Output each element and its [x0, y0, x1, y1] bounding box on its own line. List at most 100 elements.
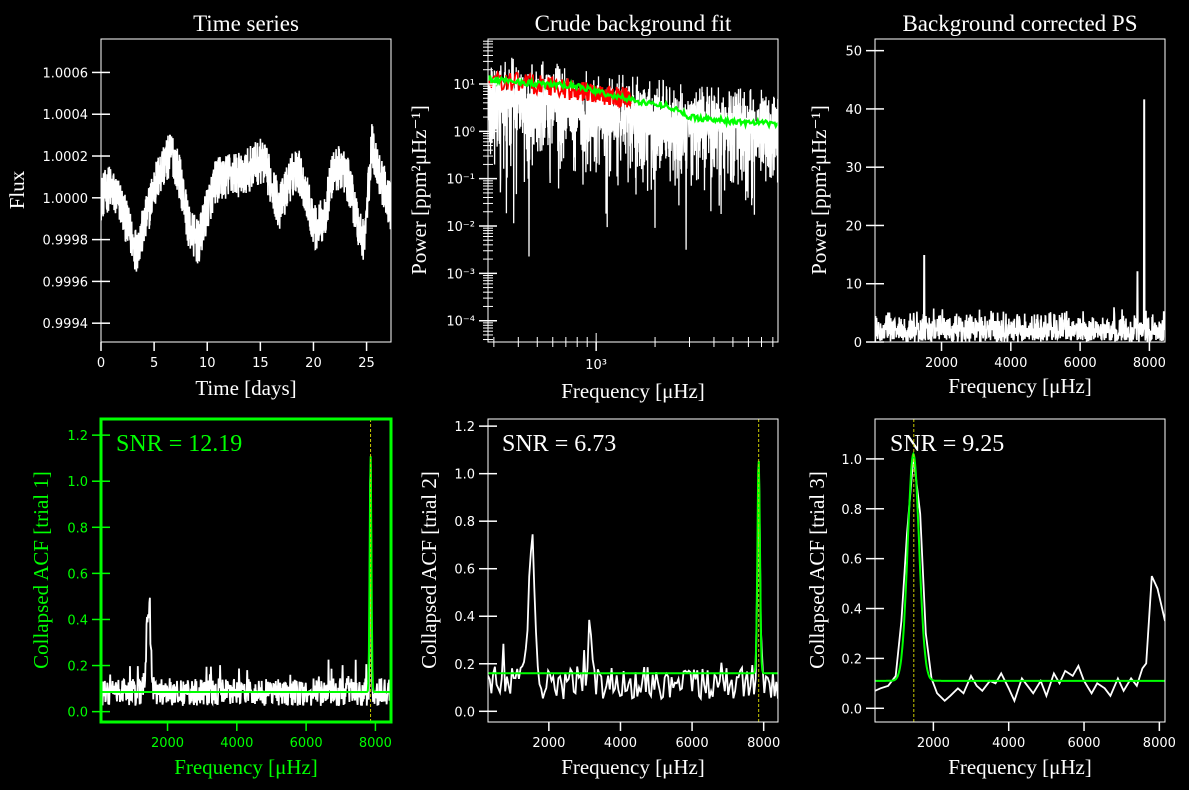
x-tick-label: 6000: [290, 736, 323, 751]
y-tick-label: 50: [845, 45, 862, 60]
y-tick-label: 0.8: [841, 503, 862, 518]
x-tick-label: 25: [358, 356, 375, 371]
y-tick-label: 1.0000: [43, 192, 89, 207]
plot-frame: [487, 38, 779, 343]
plot-frame: [100, 38, 392, 343]
x-tick-label: 5: [150, 356, 158, 371]
x-axis-label: Frequency [μHz]: [561, 755, 705, 779]
plot-area: [488, 419, 778, 722]
x-axis-label: Frequency [μHz]: [948, 374, 1092, 398]
x-tick-label: 2000: [917, 736, 950, 751]
x-axis-label: Frequency [μHz]: [561, 379, 705, 403]
y-tick-label: 0.4: [67, 613, 88, 628]
x-tick-label: 2000: [925, 356, 958, 371]
y-tick-label: 0.2: [841, 652, 862, 667]
panel-title: Time series: [193, 11, 299, 36]
acf-line: [875, 456, 1165, 704]
power-spectrum-line: [488, 57, 778, 257]
plot-area: [488, 57, 778, 257]
y-tick-label: 0.2: [67, 660, 88, 675]
y-tick-label: 0.0: [454, 705, 475, 720]
y-tick-label: 1.2: [454, 420, 475, 435]
y-tick-label: 10⁻¹: [446, 173, 475, 188]
y-axis-label: Flux: [5, 170, 29, 209]
y-tick-label: 0.9998: [43, 234, 89, 249]
x-tick-label: 0: [97, 356, 105, 371]
y-tick-label: 1.0006: [43, 66, 89, 81]
x-tick-label: 10: [199, 356, 216, 371]
x-tick-label: 6000: [1067, 736, 1100, 751]
y-tick-label: 1.0004: [43, 108, 89, 123]
y-tick-label: 0: [854, 336, 862, 351]
x-tick-label: 6000: [676, 736, 709, 751]
panel-collapsed-acf-trial-1: SNR = 12.19 Frequency [μHz] Collapsed AC…: [29, 417, 393, 779]
y-axis-label: Collapsed ACF [trial 1]: [29, 471, 53, 669]
x-tick-label: 8000: [747, 736, 780, 751]
gaussian-fit-line: [875, 451, 1165, 682]
y-axis-label: Collapsed ACF [trial 2]: [417, 471, 441, 669]
x-tick-label: 10³: [585, 358, 607, 373]
y-tick-label: 1.0: [454, 468, 475, 483]
y-tick-label: 0.0: [841, 702, 862, 717]
x-tick-label: 8000: [1133, 356, 1166, 371]
plot-frame: [874, 418, 1166, 723]
x-tick-label: 6000: [1064, 356, 1097, 371]
y-tick-label: 0.6: [454, 563, 475, 578]
y-tick-label: 0.6: [67, 567, 88, 582]
panel-collapsed-acf-trial-2: SNR = 6.73 Frequency [μHz] Collapsed ACF…: [417, 418, 780, 779]
x-tick-label: 2000: [151, 736, 184, 751]
panel-crude-background-fit: Crude background fit Frequency [μHz] Pow…: [407, 11, 779, 403]
y-tick-label: 10¹: [453, 78, 475, 93]
y-tick-label: 0.8: [67, 521, 88, 536]
y-tick-label: 30: [845, 161, 862, 176]
plot-area: [875, 419, 1165, 722]
y-tick-label: 10⁻²: [446, 220, 475, 235]
y-axis-label: Power [ppm²μHz⁻¹]: [807, 105, 831, 275]
y-tick-label: 0.9996: [43, 275, 89, 290]
y-tick-label: 10⁻⁴: [446, 315, 475, 330]
y-tick-label: 0.4: [454, 610, 475, 625]
acf-line: [488, 478, 778, 702]
x-tick-label: 4000: [992, 736, 1025, 751]
y-tick-label: 0.8: [454, 515, 475, 530]
acf-line: [101, 464, 391, 707]
x-tick-label: 2000: [532, 736, 565, 751]
y-tick-label: 0.6: [841, 553, 862, 568]
x-tick-label: 15: [252, 356, 269, 371]
y-tick-label: 10⁰: [453, 125, 475, 140]
y-tick-label: 20: [845, 219, 862, 234]
plot-frame: [99, 417, 393, 724]
panel-time-series: Time series Time [days] Flux 0 5 10 15 20 25 0…: [5, 11, 392, 400]
panel-title: Crude background fit: [535, 11, 732, 36]
y-axis-label: Power [ppm²μHz⁻¹]: [407, 105, 431, 275]
panel-title: Background corrected PS: [902, 11, 1137, 36]
y-tick-label: 0.0: [67, 706, 88, 721]
y-tick-label: 10⁻³: [446, 267, 475, 282]
plot-frame: [874, 38, 1166, 343]
y-tick-label: 1.0002: [43, 150, 89, 165]
plot-frame: [487, 418, 779, 723]
snr-annotation: SNR = 6.73: [502, 431, 616, 457]
plot-area: [101, 419, 391, 722]
gaussian-fit-line: [101, 456, 391, 693]
y-tick-label: 0.2: [454, 658, 475, 673]
y-tick-label: 1.2: [67, 429, 88, 444]
snr-annotation: SNR = 12.19: [116, 431, 242, 457]
gaussian-fit-line: [488, 460, 778, 675]
y-tick-label: 1.0: [67, 475, 88, 490]
y-tick-label: 0.9994: [43, 317, 89, 332]
x-axis-label: Frequency [μHz]: [174, 755, 318, 779]
panel-collapsed-acf-trial-3: SNR = 9.25 Frequency [μHz] Collapsed ACF…: [805, 418, 1176, 779]
x-tick-label: 4000: [604, 736, 637, 751]
snr-annotation: SNR = 9.25: [890, 431, 1004, 457]
background-fit-line: [488, 75, 778, 130]
x-tick-label: 8000: [1143, 736, 1176, 751]
x-tick-label: 4000: [994, 356, 1027, 371]
panel-background-corrected-ps: Background corrected PS Frequency [μHz] …: [807, 11, 1166, 398]
x-tick-label: 20: [305, 356, 322, 371]
y-tick-label: 0.4: [841, 603, 862, 618]
corrected-spectrum-line: [875, 99, 1165, 342]
x-axis-label: Frequency [μHz]: [948, 755, 1092, 779]
x-tick-label: 4000: [220, 736, 253, 751]
